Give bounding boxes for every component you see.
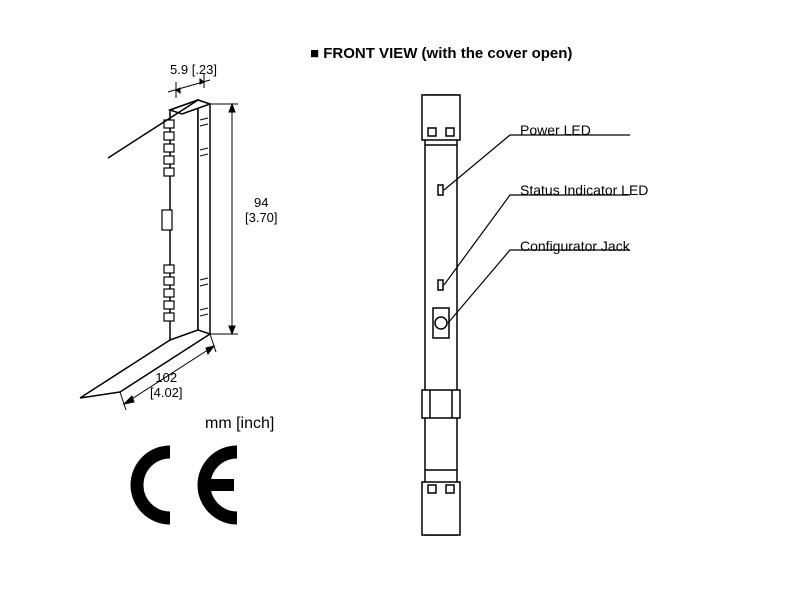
front-view-title: ■ FRONT VIEW (with the cover open) — [310, 45, 572, 62]
status-led-label: Status Indicator LED — [520, 182, 648, 198]
callout-lines — [400, 90, 750, 540]
height-dimension: 94 [3.70] — [245, 195, 278, 225]
config-jack-label: Configurator Jack — [520, 238, 630, 254]
ce-mark-icon — [115, 440, 255, 530]
depth-dimension: 102 [4.02] — [150, 370, 183, 400]
width-dimension: 5.9 [.23] — [170, 62, 217, 77]
title-text: FRONT VIEW (with the cover open) — [323, 45, 572, 62]
isometric-view — [60, 70, 300, 410]
power-led-label: Power LED — [520, 122, 591, 138]
diagram-canvas: ■ FRONT VIEW (with the cover open) — [0, 0, 800, 600]
unit-label: mm [inch] — [205, 415, 274, 433]
